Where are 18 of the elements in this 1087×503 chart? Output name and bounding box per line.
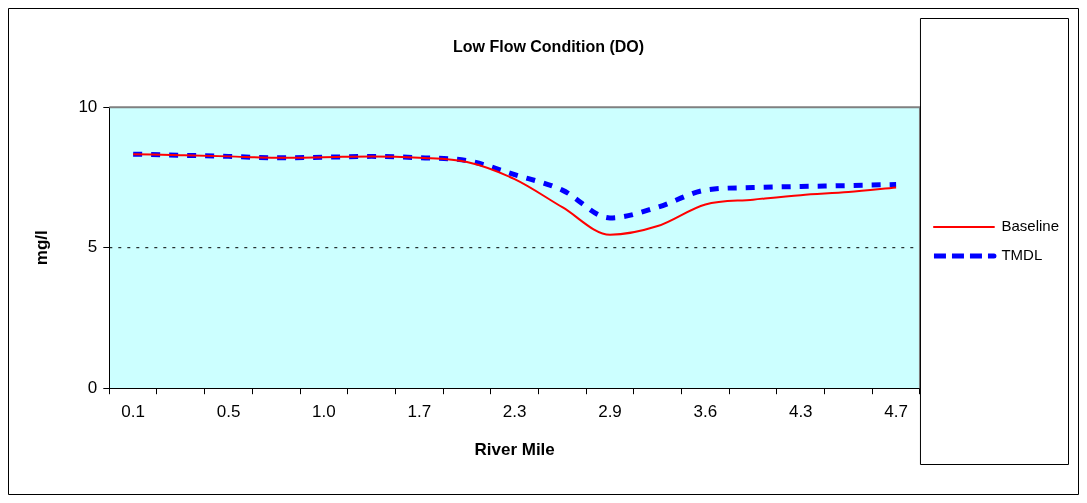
x-tick-label: 3.6 (693, 402, 718, 422)
y-tick-label: 10 (78, 96, 98, 116)
x-tick-label: 1.0 (312, 402, 336, 422)
x-axis-title: River Mile (474, 440, 555, 460)
chart-title: Low Flow Condition (DO) (452, 38, 645, 56)
y-axis-title: mg/l (31, 230, 51, 266)
x-tick-label: 2.3 (502, 402, 527, 422)
x-tick-label: 1.7 (407, 402, 432, 422)
y-tick-label: 5 (87, 237, 98, 257)
x-tick-label: 0.5 (216, 402, 241, 422)
x-tick-label: 4.3 (788, 402, 813, 422)
x-tick-label: 2.9 (598, 402, 622, 422)
x-tick-label: 4.7 (884, 402, 908, 422)
legend-label: Baseline (1001, 217, 1060, 235)
legend-label: TMDL (1001, 246, 1043, 264)
x-tick-label: 0.1 (121, 402, 145, 422)
line-series (132, 153, 898, 236)
y-tick-label: 0 (87, 377, 98, 397)
